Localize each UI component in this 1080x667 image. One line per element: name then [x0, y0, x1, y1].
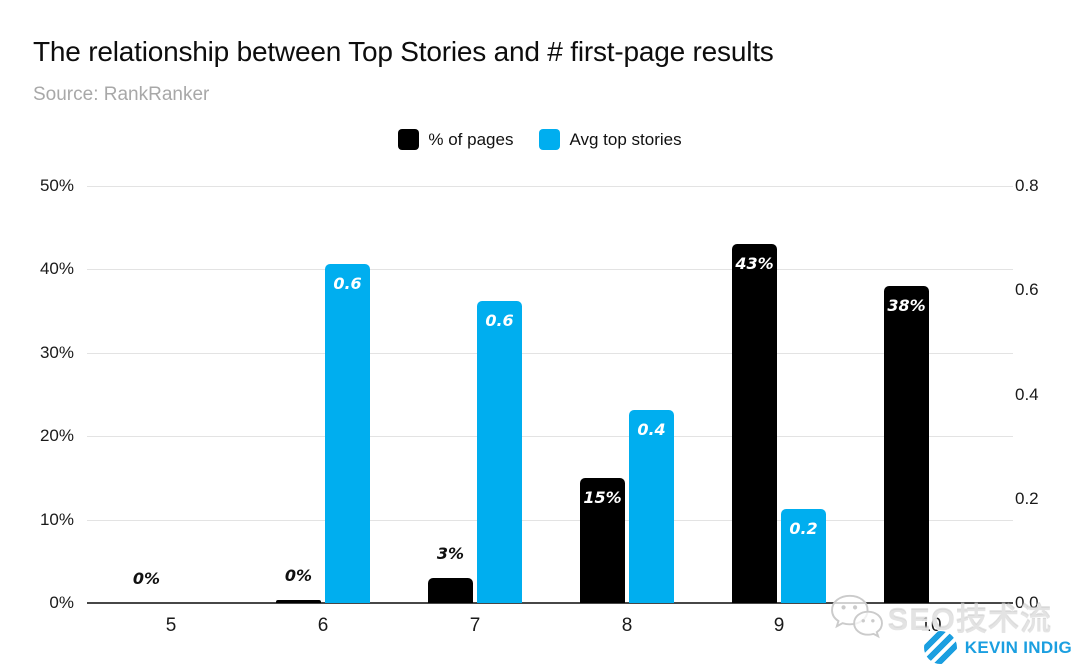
- bar-label-6--of-pages: 0%: [284, 566, 313, 585]
- gridline-20%: [87, 436, 1013, 438]
- left-axis-tick-10%: 10%: [39, 509, 74, 529]
- bar--of-pages-9: [732, 244, 777, 603]
- x-axis-label-6: 6: [317, 615, 329, 636]
- brand-logo-row: KEVIN INDIG: [923, 631, 1072, 664]
- right-axis-tick-0.0: 0.0: [1015, 593, 1039, 612]
- bar-label-9--of-pages: 43%: [735, 254, 774, 273]
- gridline-30%: [87, 352, 1013, 354]
- left-axis-tick-20%: 20%: [39, 426, 74, 446]
- legend-label: % of pages: [428, 129, 514, 149]
- bar--of-pages-10: [884, 286, 929, 603]
- bar-avg-top-stories-6: [325, 264, 370, 603]
- x-axis-label-9: 9: [773, 615, 785, 636]
- bar-avg-top-stories-8: [629, 410, 674, 603]
- chart-source: Source: RankRanker: [33, 84, 210, 105]
- bar-avg-top-stories-9: [781, 509, 826, 603]
- legend-item-pct-of-pages: % of pages: [398, 129, 513, 150]
- bar-label-7--of-pages: 3%: [436, 544, 465, 563]
- x-axis-label-5: 5: [165, 615, 177, 636]
- legend-item-avg-top-stories: Avg top stories: [539, 129, 682, 150]
- bar-avg-top-stories-7: [477, 301, 522, 603]
- left-axis-tick-0%: 0%: [49, 593, 74, 612]
- gridline-50%: [87, 186, 1013, 187]
- bar--of-pages-7: [428, 578, 473, 603]
- bar-label-6-avg-top-stories: 0.6: [333, 274, 362, 293]
- right-axis-tick-0.8: 0.8: [1015, 176, 1039, 195]
- right-axis-tick-0.4: 0.4: [1015, 384, 1039, 404]
- x-axis-label-7: 7: [469, 615, 481, 636]
- bar-label-7-avg-top-stories: 0.6: [485, 311, 514, 330]
- x-axis-line: [87, 602, 1013, 604]
- chart-title: The relationship between Top Stories and…: [33, 36, 774, 67]
- left-axis-tick-30%: 30%: [39, 342, 74, 362]
- legend-swatch-black: [398, 129, 420, 150]
- bar-label-8--of-pages: 15%: [583, 488, 622, 507]
- chart-legend: % of pages Avg top stories: [0, 129, 1080, 150]
- brand-name: KEVIN INDIG: [964, 637, 1072, 657]
- bar-label-9-avg-top-stories: 0.2: [789, 519, 818, 538]
- bar-label-8-avg-top-stories: 0.4: [637, 420, 666, 439]
- gridline-10%: [87, 519, 1013, 521]
- right-axis-tick-0.6: 0.6: [1015, 280, 1039, 300]
- bar-label-10--of-pages: 38%: [887, 296, 926, 315]
- bar-label-5--of-pages: 0%: [132, 569, 161, 588]
- x-axis-label-10: 10: [920, 615, 942, 636]
- striped-circle-logo-icon: [923, 631, 957, 664]
- left-axis-tick-50%: 50%: [39, 176, 74, 195]
- left-axis-tick-40%: 40%: [39, 259, 74, 279]
- x-axis-label-8: 8: [621, 615, 633, 636]
- bar--of-pages-8: [580, 478, 625, 603]
- legend-label: Avg top stories: [569, 129, 682, 149]
- gridline-40%: [87, 269, 1013, 271]
- right-axis-tick-0.2: 0.2: [1015, 488, 1039, 508]
- legend-swatch-cyan: [539, 129, 561, 150]
- bar--of-pages-6: [276, 600, 321, 603]
